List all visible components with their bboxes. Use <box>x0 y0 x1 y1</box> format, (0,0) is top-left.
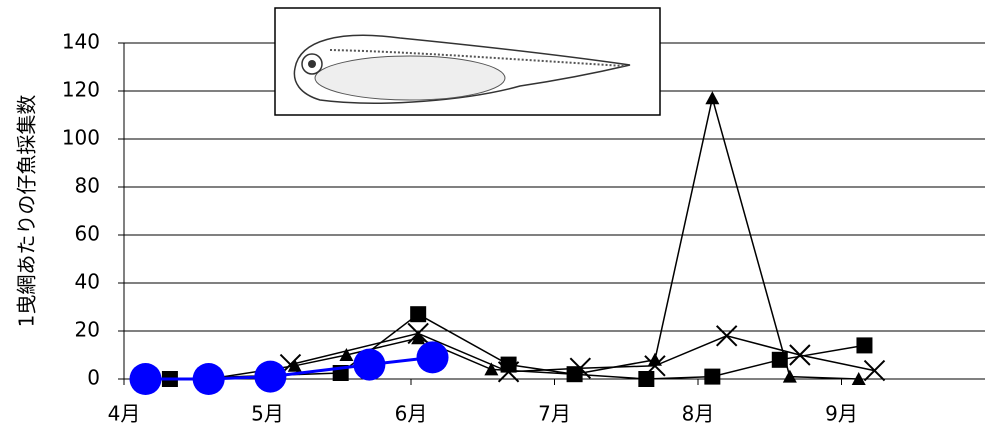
square-marker <box>704 369 720 385</box>
circle-marker <box>130 363 162 395</box>
y-tick-label: 0 <box>87 366 100 390</box>
x-tick-label: 8月 <box>682 402 715 426</box>
circle-marker <box>193 363 225 395</box>
y-tick-label: 60 <box>75 222 100 246</box>
larva-pupil <box>308 60 316 68</box>
y-tick-label: 100 <box>62 126 100 150</box>
page: 1曳網あたりの仔魚採集数 0 20 40 60 80 100 120 140 4月 5月 6月 7月 8… <box>0 0 987 437</box>
cross-marker <box>865 361 885 381</box>
series-line <box>146 357 433 379</box>
circle-marker <box>353 349 385 381</box>
x-tick-label: 7月 <box>538 402 571 426</box>
y-tick-label: 20 <box>75 318 100 342</box>
circle-marker <box>417 341 449 373</box>
x-tick-label: 6月 <box>395 402 428 426</box>
chart: 1曳網あたりの仔魚採集数 0 20 40 60 80 100 120 140 4月 5月 6月 7月 8… <box>0 0 987 437</box>
y-axis-label: 1曳網あたりの仔魚採集数 <box>15 95 39 328</box>
triangle-marker <box>705 91 719 104</box>
y-tick-label: 120 <box>62 78 100 102</box>
cross-marker <box>717 326 737 346</box>
series-line <box>209 98 859 379</box>
x-tick-label: 5月 <box>251 402 284 426</box>
square-marker <box>410 306 426 322</box>
y-tick-label: 80 <box>75 174 100 198</box>
square-marker <box>856 337 872 353</box>
yolk-sac <box>315 56 505 100</box>
x-tick-label: 9月 <box>825 402 858 426</box>
y-tick-label: 140 <box>62 30 100 54</box>
larva-illustration <box>275 8 660 115</box>
y-tick-label: 40 <box>75 270 100 294</box>
circle-marker <box>254 361 286 393</box>
x-tick-label: 4月 <box>108 402 141 426</box>
